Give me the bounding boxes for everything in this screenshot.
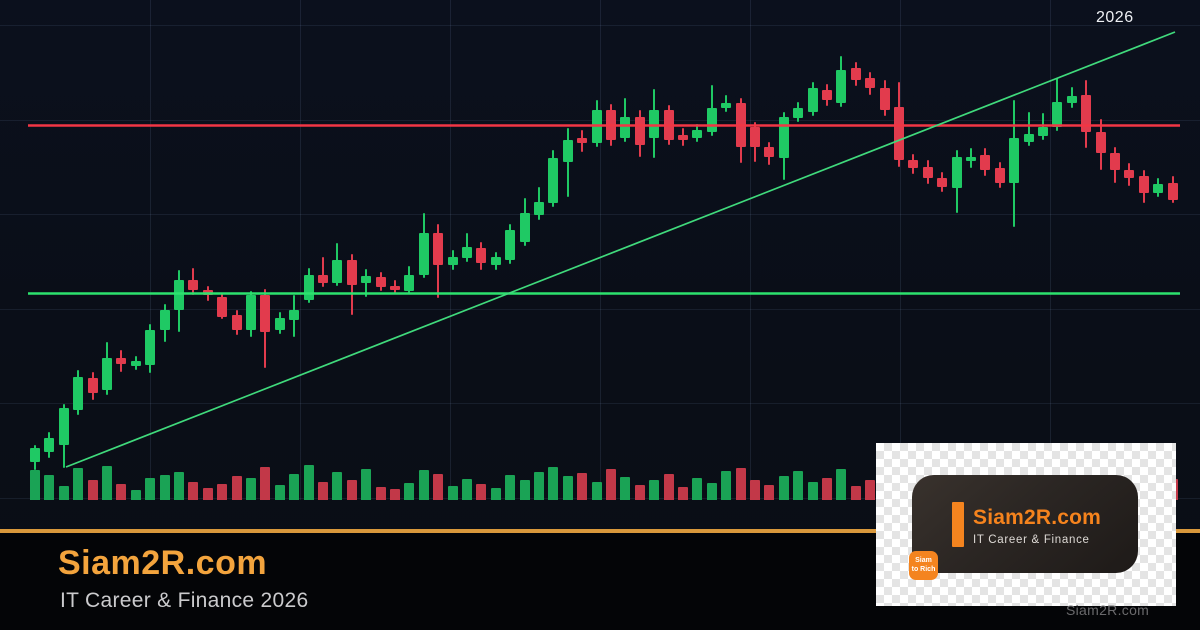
logo-sticker-checkerboard: Siam2R.com IT Career & Finance Siam to R… (876, 443, 1176, 606)
logo-box: Siam2R.com IT Career & Finance (912, 475, 1138, 573)
logo-title: Siam2R.com (973, 506, 1102, 529)
year-label: 2026 (1096, 9, 1134, 26)
brand-subtitle: IT Career & Finance 2026 (60, 589, 309, 612)
siam-to-rich-badge: Siam to Rich (909, 551, 938, 580)
logo-accent-bar-icon (952, 502, 964, 547)
watermark-text: Siam2R.com (1066, 602, 1150, 618)
logo-subtitle: IT Career & Finance (973, 534, 1090, 546)
brand-title: Siam2R.com (58, 544, 268, 582)
